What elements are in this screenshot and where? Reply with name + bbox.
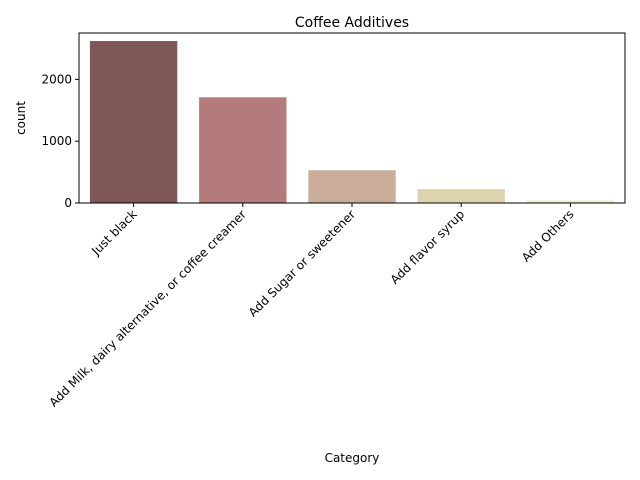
- y-ticks-group: 0 1000 2000: [41, 72, 79, 210]
- x-tick-label-0: Just black: [88, 207, 139, 258]
- x-tick-label-1: Add Milk, dairy alternative, or coffee c…: [46, 207, 248, 409]
- x-tick-label-4: Add Others: [519, 207, 577, 265]
- bar-0: [89, 41, 178, 203]
- x-tick-label-3: Add flavor syrup: [388, 207, 468, 287]
- y-tick-label-1: 1000: [41, 134, 72, 148]
- x-tick-label-2: Add Sugar or sweetener: [246, 207, 358, 319]
- bars-group: [89, 41, 615, 203]
- plot-frame: [78, 32, 626, 204]
- bar-3: [417, 189, 505, 203]
- bar-1: [199, 97, 287, 203]
- y-tick-label-2: 2000: [41, 72, 72, 86]
- chart-title: Coffee Additives: [295, 15, 409, 31]
- bar-4: [526, 200, 615, 203]
- y-axis-title: count: [14, 101, 28, 135]
- bar-2: [308, 170, 396, 203]
- x-axis-title: Category: [325, 451, 380, 465]
- y-tick-label-0: 0: [64, 196, 72, 210]
